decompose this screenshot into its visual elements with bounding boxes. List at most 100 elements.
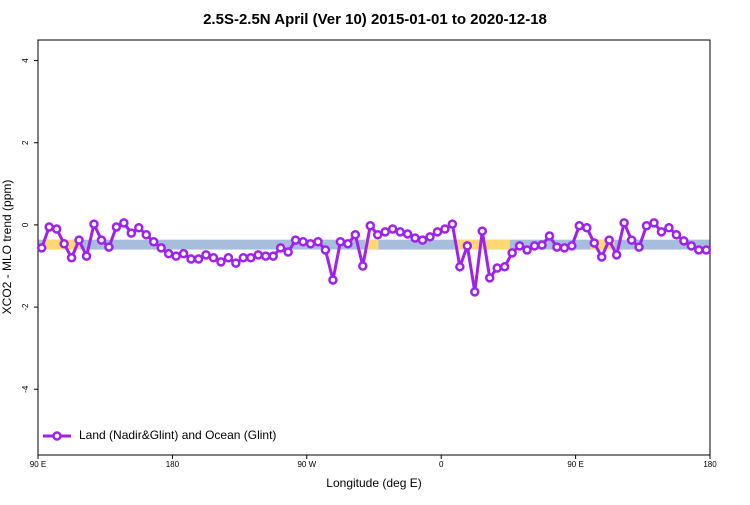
- data-point: [529, 241, 540, 251]
- data-point: [611, 250, 622, 260]
- y-tick-label: 0: [21, 222, 30, 227]
- x-tick-label: 90 E: [30, 460, 46, 469]
- data-point: [81, 251, 92, 261]
- data-point: [671, 230, 682, 240]
- data-point: [36, 243, 47, 253]
- data-point: [216, 257, 226, 267]
- data-point: [335, 236, 346, 247]
- data-point: [694, 245, 704, 255]
- data-point: [447, 219, 458, 229]
- data-point: [253, 250, 264, 260]
- data-point: [544, 231, 555, 241]
- data-point: [626, 235, 637, 245]
- data-point: [186, 254, 196, 264]
- legend-marker: [52, 431, 62, 441]
- data-point: [328, 275, 338, 285]
- data-point: [156, 243, 166, 253]
- data-point: [275, 243, 286, 253]
- data-point: [44, 222, 54, 232]
- land-band: [590, 239, 615, 250]
- data-point: [410, 233, 420, 243]
- data-point: [641, 220, 652, 231]
- data-point: [178, 248, 189, 259]
- data-point: [604, 235, 614, 245]
- data-point: [634, 242, 644, 252]
- data-point: [305, 239, 316, 249]
- y-axis-label: XCO2 - MLO trend (ppm): [0, 180, 14, 315]
- data-point: [268, 251, 278, 261]
- data-point: [514, 241, 525, 251]
- data-point: [201, 250, 211, 260]
- data-point: [193, 254, 204, 264]
- data-point: [440, 224, 450, 234]
- x-tick-label: 180: [703, 460, 717, 469]
- data-point: [163, 248, 174, 259]
- data-point: [417, 235, 428, 245]
- data-point: [260, 251, 271, 261]
- data-point: [320, 245, 331, 255]
- data-point: [358, 261, 368, 271]
- data-point: [111, 222, 122, 232]
- data-point: [59, 239, 69, 249]
- data-point: [141, 230, 152, 240]
- data-point: [171, 251, 181, 261]
- data-point: [552, 242, 562, 252]
- data-point: [492, 263, 502, 273]
- x-tick-label: 90 W: [297, 460, 316, 469]
- data-point: [89, 219, 99, 229]
- data-point: [484, 273, 495, 283]
- data-point: [66, 253, 77, 263]
- data-point: [126, 228, 137, 238]
- data-point: [455, 262, 465, 272]
- data-point: [365, 220, 376, 231]
- data-point: [96, 235, 107, 245]
- data-point: [619, 218, 629, 228]
- data-point: [686, 241, 697, 251]
- data-point: [679, 236, 689, 246]
- y-tick-label: -2: [21, 303, 30, 311]
- land-band: [454, 239, 510, 250]
- data-point: [664, 223, 674, 233]
- y-tick-label: 2: [21, 140, 30, 145]
- data-point: [701, 245, 712, 255]
- data-point: [425, 232, 435, 242]
- data-point: [402, 229, 413, 239]
- x-axis-label: Longitude (deg E): [326, 476, 421, 490]
- data-point: [283, 247, 293, 257]
- data-point: [582, 223, 592, 233]
- data-point: [589, 238, 600, 248]
- data-point: [51, 224, 62, 234]
- y-tick-label: 4: [21, 58, 30, 63]
- y-tick-label: -4: [21, 385, 30, 393]
- data-point: [567, 241, 577, 251]
- data-point: [470, 287, 480, 297]
- data-point: [656, 227, 667, 237]
- data-point: [499, 262, 510, 272]
- data-point: [395, 227, 405, 237]
- x-tick-label: 90 E: [567, 460, 583, 469]
- data-point: [559, 243, 570, 253]
- land-band: [365, 239, 379, 250]
- data-point: [574, 220, 585, 231]
- x-tick-label: 0: [439, 460, 444, 469]
- data-point: [313, 236, 323, 247]
- data-point: [372, 230, 383, 240]
- data-point: [477, 226, 488, 236]
- x-tick-label: 180: [166, 460, 180, 469]
- data-point: [462, 241, 473, 251]
- data-point: [238, 253, 249, 263]
- legend-label: Land (Nadir&Glint) and Ocean (Glint): [79, 428, 276, 442]
- data-point: [148, 236, 159, 247]
- data-point: [387, 224, 398, 234]
- data-point: [298, 236, 308, 247]
- data-point: [119, 218, 129, 228]
- data-point: [649, 218, 659, 228]
- data-point: [134, 223, 144, 233]
- data-point: [290, 235, 301, 245]
- data-point: [507, 248, 517, 258]
- data-point: [74, 235, 84, 245]
- data-point: [231, 258, 241, 268]
- data-point: [104, 242, 114, 252]
- data-point: [432, 227, 443, 237]
